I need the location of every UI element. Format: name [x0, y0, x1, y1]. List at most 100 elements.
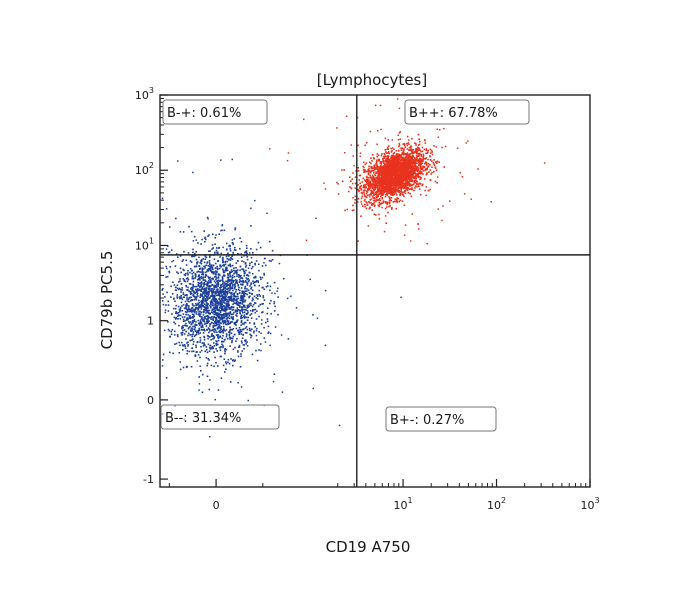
- data-point: [214, 328, 216, 330]
- data-point: [252, 280, 254, 282]
- data-point: [162, 293, 164, 295]
- data-point: [416, 155, 418, 157]
- data-point: [187, 319, 189, 321]
- data-point: [386, 204, 388, 206]
- data-point: [255, 350, 257, 352]
- data-point: [232, 285, 234, 287]
- data-point: [243, 297, 245, 299]
- data-point: [370, 193, 372, 195]
- data-point: [217, 321, 219, 323]
- data-point: [368, 186, 370, 188]
- data-point: [179, 309, 181, 311]
- data-point: [194, 336, 196, 338]
- data-point: [435, 167, 437, 169]
- data-point: [357, 167, 359, 169]
- data-point: [250, 303, 252, 305]
- data-point: [244, 344, 246, 346]
- data-point: [428, 190, 430, 192]
- data-point: [383, 178, 385, 180]
- data-point: [258, 349, 260, 351]
- data-point: [183, 292, 185, 294]
- data-point: [426, 153, 428, 155]
- data-point: [203, 320, 205, 322]
- data-point: [420, 155, 422, 157]
- data-point: [233, 297, 235, 299]
- data-point: [229, 276, 231, 278]
- data-point: [375, 193, 377, 195]
- data-point: [377, 199, 379, 201]
- data-point: [408, 139, 410, 141]
- data-point: [229, 280, 231, 282]
- data-point: [372, 197, 374, 199]
- data-point: [252, 273, 254, 275]
- data-point: [179, 278, 181, 280]
- data-point: [212, 308, 214, 310]
- data-point: [366, 193, 368, 195]
- data-point: [415, 185, 417, 187]
- data-point: [255, 309, 257, 311]
- data-point: [477, 168, 479, 170]
- data-point: [233, 270, 235, 272]
- data-point: [373, 194, 375, 196]
- data-point: [375, 172, 377, 174]
- data-point: [249, 322, 251, 324]
- data-point: [188, 307, 190, 309]
- data-point: [382, 198, 384, 200]
- data-point: [370, 157, 372, 159]
- data-point: [415, 174, 417, 176]
- data-point: [411, 161, 413, 163]
- data-point: [191, 299, 193, 301]
- data-point: [229, 318, 231, 320]
- data-point: [344, 152, 346, 154]
- data-point: [196, 263, 198, 265]
- data-point: [175, 287, 177, 289]
- data-point: [222, 345, 224, 347]
- data-point: [228, 320, 230, 322]
- data-point: [226, 267, 228, 269]
- data-point: [374, 189, 376, 191]
- data-point: [165, 266, 167, 268]
- data-point: [376, 177, 378, 179]
- data-point: [269, 241, 271, 243]
- data-point: [385, 222, 387, 224]
- data-point: [208, 288, 210, 290]
- data-point: [361, 192, 363, 194]
- data-point: [390, 185, 392, 187]
- data-point: [426, 157, 428, 159]
- data-point: [410, 240, 412, 242]
- data-point: [203, 266, 205, 268]
- data-point: [404, 204, 406, 206]
- data-point: [385, 196, 387, 198]
- data-point: [209, 330, 211, 332]
- data-point: [425, 195, 427, 197]
- data-point: [196, 271, 198, 273]
- data-point: [212, 288, 214, 290]
- data-point: [193, 305, 195, 307]
- data-point: [371, 184, 373, 186]
- data-point: [220, 296, 222, 298]
- data-point: [219, 301, 221, 303]
- data-point: [203, 230, 205, 232]
- data-point: [306, 240, 308, 242]
- data-point: [222, 321, 224, 323]
- data-point: [182, 310, 184, 312]
- data-point: [353, 209, 355, 211]
- data-point: [414, 160, 416, 162]
- data-point: [436, 170, 438, 172]
- data-point: [431, 172, 433, 174]
- data-point: [438, 208, 440, 210]
- data-point: [436, 162, 438, 164]
- data-point: [418, 228, 420, 230]
- data-point: [245, 290, 247, 292]
- data-point: [227, 281, 229, 283]
- data-point: [226, 286, 228, 288]
- data-point: [206, 325, 208, 327]
- data-point: [241, 269, 243, 271]
- data-point: [255, 281, 257, 283]
- data-point: [380, 129, 382, 131]
- data-point: [183, 294, 185, 296]
- data-point: [197, 242, 199, 244]
- data-point: [238, 356, 240, 358]
- data-point: [238, 346, 240, 348]
- data-point: [215, 317, 217, 319]
